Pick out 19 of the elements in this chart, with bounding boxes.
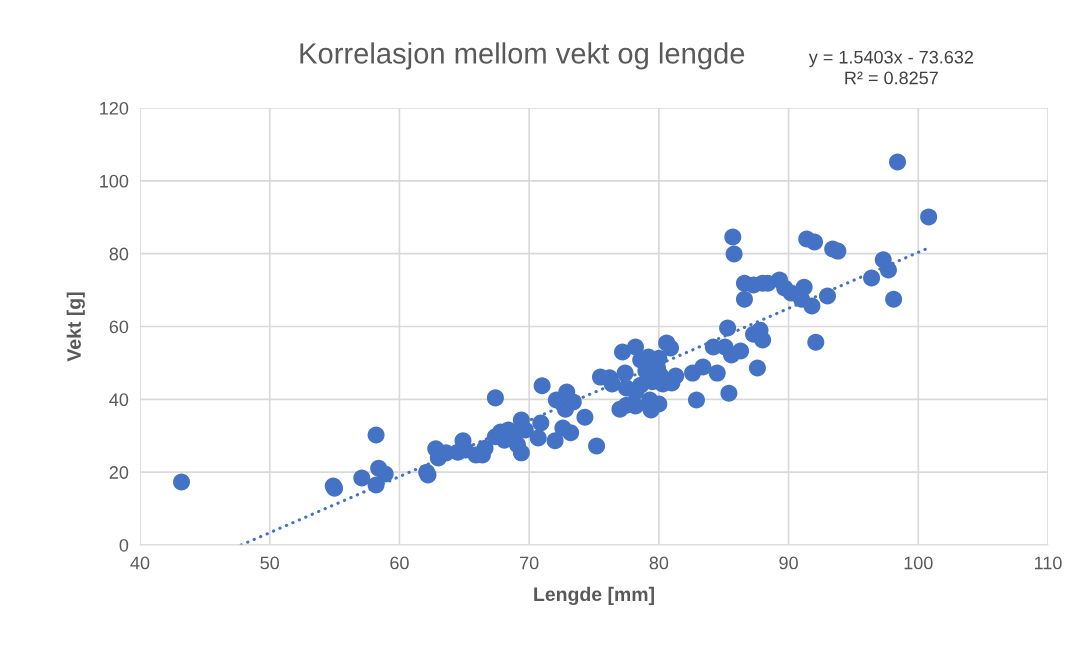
y-tick-label: 40 xyxy=(109,393,129,407)
x-tick-label: 50 xyxy=(260,556,280,570)
x-tick-label: 110 xyxy=(1034,556,1062,570)
x-tick-label: 60 xyxy=(390,556,409,570)
y-axis-title: Vekt [g] xyxy=(66,292,85,362)
x-tick-label: 100 xyxy=(904,556,933,570)
y-tick-label: 20 xyxy=(109,466,129,479)
chart-title: Korrelasjon mellom vekt og lengde xyxy=(300,42,745,70)
y-tick-label: 0 xyxy=(119,538,129,552)
y-tick-label: 120 xyxy=(100,101,129,115)
y-tick-label: 60 xyxy=(109,320,129,334)
x-tick-label: 40 xyxy=(130,556,150,570)
y-tick-label: 80 xyxy=(109,247,129,261)
y-tick-label: 100 xyxy=(100,174,129,188)
x-axis-title: Lengde [mm] xyxy=(534,586,654,606)
x-tick-label: 90 xyxy=(779,556,798,570)
x-tick-label: 80 xyxy=(649,556,669,570)
x-tick-label: 70 xyxy=(520,556,539,570)
text: y = 1.5403x - 73.632 R² = 0.8257 xyxy=(808,50,973,85)
